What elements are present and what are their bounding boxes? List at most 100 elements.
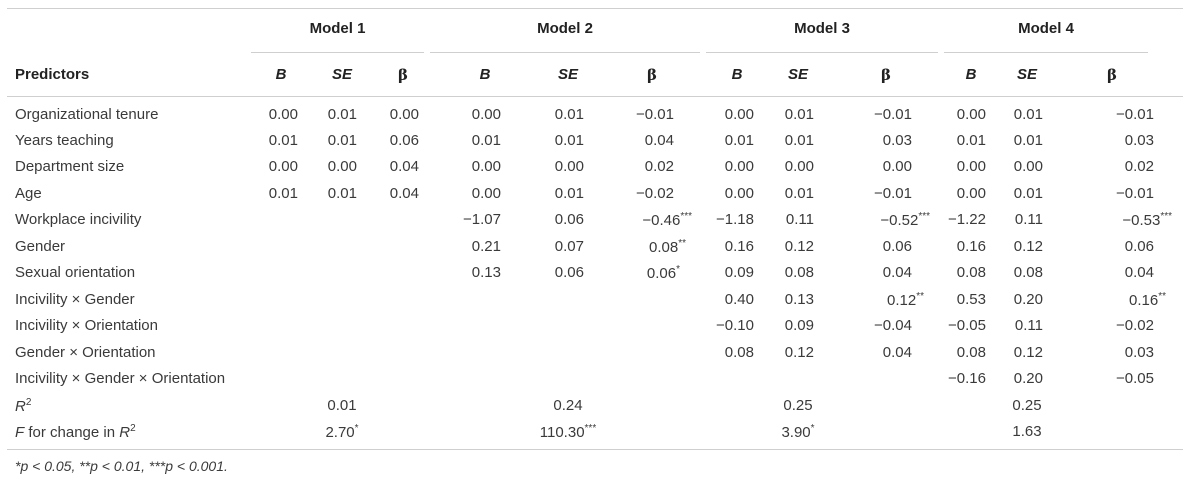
table-cell: 0.08	[784, 264, 814, 281]
table-cell: 0.12**	[887, 291, 924, 309]
table-cell: 0.00	[268, 106, 298, 123]
table-cell: 0.08	[956, 264, 986, 281]
table-cell: 0.06	[554, 264, 584, 281]
table-cell: 0.16	[956, 238, 986, 255]
f-change-value: 2.70*	[325, 423, 359, 441]
table-cell: 0.00	[554, 158, 584, 175]
r-squared-value: 0.25	[783, 397, 813, 414]
row-label: Gender	[15, 238, 66, 255]
model-2-rule	[430, 52, 700, 53]
table-cell: 0.03	[1124, 132, 1154, 149]
header-rule	[7, 96, 1183, 97]
table-cell: 0.12	[784, 238, 814, 255]
row-label: Gender × Orientation	[15, 344, 156, 361]
table-cell: −0.16	[948, 370, 986, 387]
model-3-rule	[706, 52, 938, 53]
table-cell: 0.20	[1013, 291, 1043, 308]
model-3-title: Model 3	[794, 20, 850, 37]
col-header-se: SE	[1016, 66, 1037, 83]
f-change-value: 110.30***	[539, 423, 597, 441]
r-squared-label: R2	[15, 397, 32, 415]
table-cell: 0.00	[724, 158, 754, 175]
table-cell: −1.07	[463, 211, 501, 228]
model-1-title: Model 1	[309, 20, 366, 37]
table-cell: 0.06	[1124, 238, 1154, 255]
table-cell: −0.05	[1116, 370, 1154, 387]
table-cell: 0.00	[327, 158, 357, 175]
bottom-rule	[7, 449, 1183, 450]
table-cell: −0.01	[874, 185, 912, 202]
col-header-beta: β	[398, 66, 408, 84]
table-cell: 0.12	[784, 344, 814, 361]
table-cell: 0.00	[956, 106, 986, 123]
table-cell: 0.12	[1013, 238, 1043, 255]
row-label: Years teaching	[15, 132, 114, 149]
row-label: Sexual orientation	[15, 264, 136, 281]
table-cell: 0.04	[882, 264, 912, 281]
table-cell: 0.16	[724, 238, 754, 255]
table-cell: −0.10	[716, 317, 754, 334]
table-cell: 0.00	[471, 185, 501, 202]
table-cell: −0.02	[1116, 317, 1154, 334]
col-header-b: B	[965, 66, 977, 83]
r-squared-value: 0.01	[327, 397, 357, 414]
table-cell: 0.02	[1124, 158, 1154, 175]
table-cell: 0.04	[882, 344, 912, 361]
table-cell: 0.04	[389, 185, 419, 202]
table-cell: 0.08	[724, 344, 754, 361]
table-cell: −0.02	[636, 185, 674, 202]
table-cell: 0.01	[327, 185, 357, 202]
table-cell: 0.00	[724, 106, 754, 123]
r-squared-value: 0.25	[1012, 397, 1042, 414]
table-cell: 0.01	[554, 132, 584, 149]
table-cell: 0.40	[724, 291, 754, 308]
table-cell: −1.18	[716, 211, 754, 228]
col-header-beta: β	[1107, 66, 1117, 84]
table-cell: 0.01	[268, 185, 298, 202]
predictors-header: Predictors	[15, 66, 90, 83]
row-label: Incivility × Orientation	[15, 317, 158, 334]
table-cell: −0.01	[636, 106, 674, 123]
table-cell: 0.04	[644, 132, 674, 149]
table-cell: 0.03	[882, 132, 912, 149]
table-cell: −0.01	[874, 106, 912, 123]
table-cell: 0.11	[1014, 211, 1043, 228]
f-change-value: 1.63	[1012, 423, 1042, 440]
table-cell: 0.00	[471, 106, 501, 123]
model-4-title: Model 4	[1018, 20, 1074, 37]
table-cell: 0.06	[882, 238, 912, 255]
table-cell: 0.00	[389, 106, 419, 123]
model-1-rule	[251, 52, 424, 53]
table-cell: 0.16**	[1129, 291, 1166, 309]
table-cell: 0.13	[471, 264, 501, 281]
table-cell: 0.11	[785, 211, 814, 228]
table-cell: 0.01	[554, 185, 584, 202]
table-cell: 0.04	[1124, 264, 1154, 281]
table-cell: 0.00	[956, 185, 986, 202]
table-cell: 0.01	[471, 132, 501, 149]
table-cell: 0.01	[784, 185, 814, 202]
table-cell: 0.06	[554, 211, 584, 228]
table-cell: 0.01	[268, 132, 298, 149]
col-header-b: B	[731, 66, 743, 83]
row-label: Incivility × Gender × Orientation	[15, 370, 226, 387]
row-label: Age	[15, 185, 42, 202]
table-cell: −0.01	[1116, 185, 1154, 202]
table-cell: 0.12	[1013, 344, 1043, 361]
col-header-beta: β	[647, 66, 657, 84]
table-cell: 0.00	[724, 185, 754, 202]
r-squared-value: 0.24	[553, 397, 583, 414]
col-header-se: SE	[557, 66, 578, 83]
table-cell: 0.13	[784, 291, 814, 308]
table-cell: 0.00	[784, 158, 814, 175]
col-header-se: SE	[331, 66, 352, 83]
model-4-rule	[944, 52, 1148, 53]
table-cell: 0.00	[956, 158, 986, 175]
col-header-beta: β	[881, 66, 891, 84]
col-header-se: SE	[787, 66, 808, 83]
table-cell: 0.06	[389, 132, 419, 149]
table-cell: 0.04	[389, 158, 419, 175]
table-cell: 0.11	[1014, 317, 1043, 334]
table-cell: 0.01	[327, 132, 357, 149]
row-label: Workplace incivility	[15, 211, 142, 228]
